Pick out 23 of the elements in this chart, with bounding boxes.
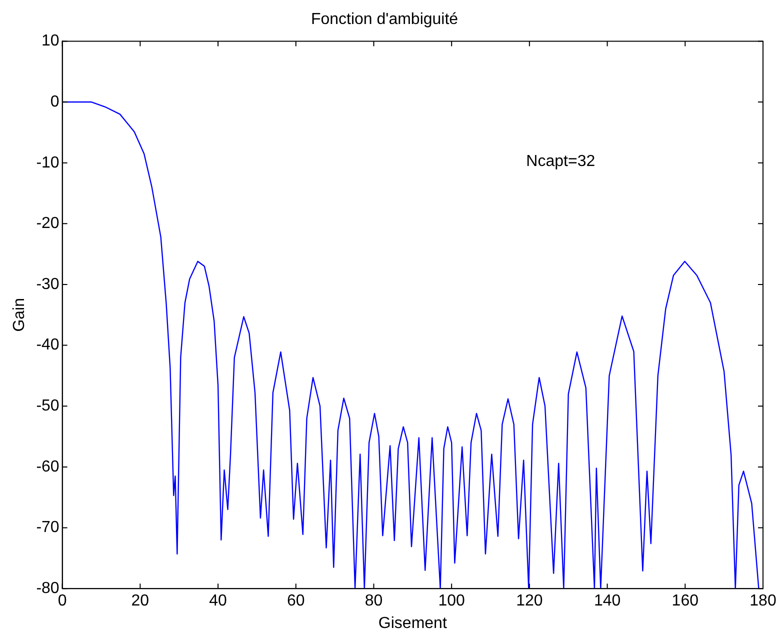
y-tick-label: -10 bbox=[36, 154, 60, 172]
y-tick-label: -70 bbox=[36, 519, 60, 536]
y-tick-label: 0 bbox=[50, 93, 60, 110]
y-tick-label: 10 bbox=[42, 32, 60, 50]
y-tick-label: -20 bbox=[36, 215, 60, 232]
x-tick-label: 120 bbox=[516, 592, 543, 610]
x-tick-label: 100 bbox=[438, 592, 466, 610]
annotation: Ncapt=32 bbox=[526, 153, 596, 170]
x-tick-label: 180 bbox=[750, 592, 776, 610]
x-tick-label: 140 bbox=[594, 592, 621, 610]
x-tick-label: 20 bbox=[131, 592, 150, 610]
y-tick-label: -60 bbox=[36, 458, 60, 476]
x-tick-label: 60 bbox=[286, 592, 305, 610]
y-tick-label: -30 bbox=[36, 276, 60, 293]
y-tick-label: -50 bbox=[36, 398, 60, 415]
chart-title: Fonction d'ambiguité bbox=[310, 11, 458, 28]
y-tick-label: -40 bbox=[36, 336, 60, 354]
y-tick-label: -80 bbox=[36, 580, 60, 598]
y-axis-title: Gain bbox=[11, 298, 28, 332]
x-tick-label: 40 bbox=[209, 592, 228, 610]
x-tick-label: 160 bbox=[672, 592, 699, 610]
x-axis-title: Gisement bbox=[378, 614, 448, 632]
x-tick-label: 80 bbox=[364, 592, 383, 610]
